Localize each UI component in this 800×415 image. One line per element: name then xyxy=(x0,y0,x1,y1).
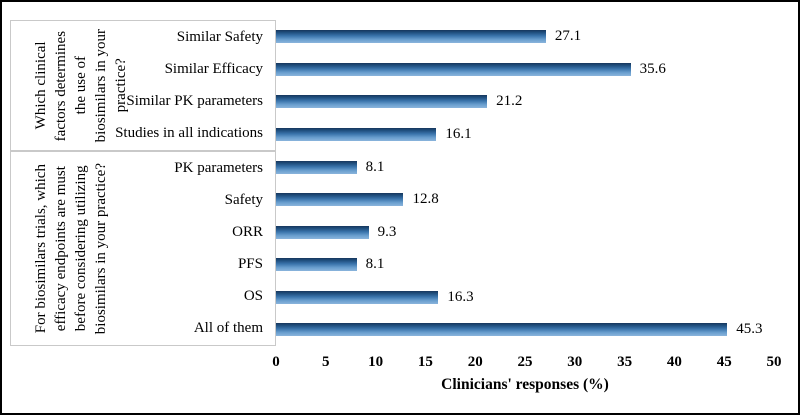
bar-group-2: 8.1 12.8 9.3 8.1 16.3 45.3 xyxy=(276,151,774,346)
bar-row: 27.1 xyxy=(276,20,774,53)
bar xyxy=(276,258,357,272)
category-label: Similar Safety xyxy=(176,28,263,45)
x-tick-label: 50 xyxy=(766,354,782,370)
value-label: 45.3 xyxy=(736,321,763,338)
bar xyxy=(276,225,369,239)
x-tick-label: 0 xyxy=(272,354,280,370)
value-label: 16.3 xyxy=(447,288,474,305)
bar-row: 21.2 xyxy=(276,86,774,119)
bar-row: 12.8 xyxy=(276,184,774,217)
bar xyxy=(276,29,546,43)
category-label: PK parameters xyxy=(174,159,263,176)
value-label: 16.1 xyxy=(445,126,472,143)
x-tick-label: 35 xyxy=(617,354,633,370)
question-label: For biosimilars trials, which efficacy e… xyxy=(33,162,109,335)
bar xyxy=(276,128,437,142)
category-label: ORR xyxy=(232,223,263,240)
bar xyxy=(276,62,631,76)
bar-row: 16.1 xyxy=(276,118,774,151)
bar-group-1: 27.1 35.6 21.2 16.1 xyxy=(276,20,774,151)
category-label: Similar Efficacy xyxy=(164,60,263,77)
value-label: 9.3 xyxy=(377,223,397,240)
bar xyxy=(276,160,357,174)
question-label-wrap: For biosimilars trials, which efficacy e… xyxy=(31,152,111,345)
question-box-1: Which clinical factors determines the us… xyxy=(10,20,276,151)
category-label: PFS xyxy=(237,256,263,273)
x-tick-label: 40 xyxy=(666,354,682,370)
bar xyxy=(276,193,404,207)
x-tick-label: 5 xyxy=(322,354,330,370)
category-label: Studies in all indications xyxy=(115,125,263,142)
bars-plot-area: 27.1 35.6 21.2 16.1 8.1 12.8 9.3 8.1 16.3 45.3 xyxy=(276,20,774,346)
value-label: 35.6 xyxy=(639,60,666,77)
bar-row: 45.3 xyxy=(276,314,774,347)
bar-row: 9.3 xyxy=(276,216,774,249)
category-label: All of them xyxy=(193,320,263,337)
value-label: 8.1 xyxy=(365,158,385,175)
category-label: OS xyxy=(243,288,263,305)
x-axis-title: Clinicians' responses (%) xyxy=(441,376,609,393)
bar-row: 35.6 xyxy=(276,53,774,86)
bar xyxy=(276,95,488,109)
value-label: 27.1 xyxy=(554,27,582,44)
bar xyxy=(276,323,728,337)
x-tick-label: 10 xyxy=(368,354,384,370)
bar-row: 8.1 xyxy=(276,249,774,282)
x-tick-label: 15 xyxy=(417,354,433,370)
x-tick-label: 30 xyxy=(567,354,583,370)
value-label: 8.1 xyxy=(365,256,385,273)
x-tick-label: 25 xyxy=(517,354,533,370)
x-tick-label: 20 xyxy=(467,354,483,370)
bar-row: 16.3 xyxy=(276,281,774,314)
category-label: Safety xyxy=(224,191,263,208)
value-label: 12.8 xyxy=(412,191,439,208)
question-box-2: For biosimilars trials, which efficacy e… xyxy=(10,151,276,346)
x-tick-label: 45 xyxy=(716,354,732,370)
value-label: 21.2 xyxy=(496,93,523,110)
bar xyxy=(276,290,439,304)
category-label: Similar PK parameters xyxy=(126,93,263,110)
bar-row: 8.1 xyxy=(276,151,774,184)
